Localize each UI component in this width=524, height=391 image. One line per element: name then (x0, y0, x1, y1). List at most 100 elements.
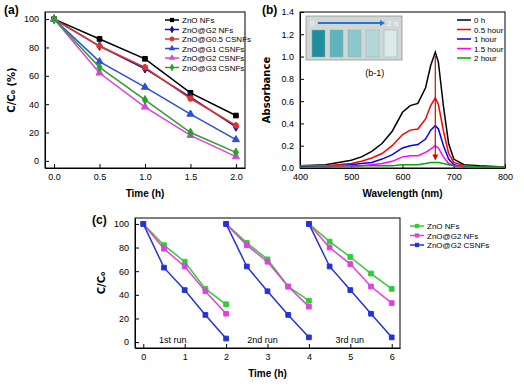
legend-swatch (457, 29, 471, 31)
series-marker (188, 93, 193, 102)
annotation: 1st run (159, 335, 187, 345)
y-axis-line (135, 219, 136, 349)
y-tick-mark (300, 123, 304, 124)
series-marker (203, 289, 208, 294)
series-line (300, 162, 505, 166)
y-tick-mark (45, 133, 49, 134)
series-marker (182, 264, 187, 269)
x-tick-mark (226, 344, 227, 348)
series-marker (369, 271, 374, 276)
series-marker (162, 246, 167, 251)
series-marker (265, 259, 270, 264)
x-tick-label: 1.0 (139, 172, 152, 182)
y-tick: 0.8 (281, 74, 304, 84)
y-tick-mark (300, 146, 304, 147)
y-tick-label: 60 (29, 71, 39, 81)
series-marker (142, 96, 147, 105)
series-marker (142, 64, 147, 73)
legend-marker (170, 37, 175, 42)
series-marker (224, 302, 229, 307)
y-tick-label: 100 (24, 14, 39, 24)
plot-frame (300, 12, 505, 168)
series-marker (141, 83, 148, 89)
series-marker (224, 336, 229, 341)
legend-marker (169, 45, 175, 51)
legend-marker (415, 233, 419, 237)
x-tick-label: 0 (141, 352, 146, 362)
inset-vial (348, 30, 361, 57)
x-tick: 1 (183, 344, 188, 362)
legend-marker (415, 224, 419, 228)
y-tick-mark (300, 12, 304, 13)
y-tick-mark (45, 19, 49, 20)
y-tick-mark (135, 318, 139, 319)
y-tick-label: 0 (124, 337, 129, 347)
series-line (300, 126, 505, 168)
y-axis-title: Absorbance (261, 57, 272, 124)
y-tick-label: 0.4 (281, 119, 294, 129)
y-tick-label: 1.0 (281, 52, 294, 62)
plot-area (300, 52, 505, 168)
inset-arrow-head (380, 20, 385, 26)
y-axis: 020406080100 (24, 13, 49, 169)
legend-label: ZnO@G2 NFs (182, 26, 233, 35)
series-marker (182, 259, 187, 264)
y-axis-title: C/C₀ (%) (6, 67, 17, 112)
legend-marker (415, 243, 419, 247)
series-marker (97, 43, 102, 48)
x-tick-mark (392, 344, 393, 348)
legend-marker (169, 54, 175, 60)
legend: 0 h0.5 hour1 hour1.5 hour2 hour (457, 16, 504, 63)
y-tick-label: 0.2 (281, 141, 294, 151)
y-tick-mark (135, 295, 139, 296)
y-tick-mark (300, 101, 304, 102)
legend: ZnO NFsZnO@G2 NFsZnO@G0.5 CSNFsZnO@G1 CS… (165, 16, 251, 73)
x-tick-mark (190, 164, 191, 168)
series-marker (307, 222, 312, 227)
y-tick-mark (45, 76, 49, 77)
series-marker (233, 123, 238, 132)
series-marker (369, 311, 374, 316)
legend-label: ZnO@G1 CSNFs (182, 45, 244, 54)
legend-label: ZnO@G2 CSNFs (427, 241, 489, 250)
annotation: 2 h (387, 19, 398, 28)
x-tick-label: 400 (293, 172, 308, 182)
series-marker (369, 284, 374, 289)
plot-area (141, 222, 394, 341)
series-marker (188, 96, 193, 101)
legend-swatch (457, 48, 471, 50)
series-marker (233, 123, 238, 128)
y-tick: 40 (119, 290, 139, 300)
annotation: 0 (310, 19, 315, 28)
series-line (143, 224, 391, 304)
inset (306, 16, 402, 60)
series-marker (327, 245, 332, 250)
y-tick-mark (300, 57, 304, 58)
x-tick: 6 (390, 344, 395, 362)
series-marker (141, 222, 146, 227)
y-axis: 020406080100 (114, 219, 139, 349)
y-tick: 0.0 (281, 163, 304, 173)
x-tick-mark (143, 344, 144, 348)
y-tick-label: 40 (119, 290, 129, 300)
y-tick-label: 60 (119, 267, 129, 277)
legend-label: 1.5 hour (474, 45, 504, 54)
y-tick-mark (135, 342, 139, 343)
x-axis-line (301, 168, 506, 169)
x-tick: 0.0 (48, 164, 61, 182)
x-tick: 0.5 (94, 164, 107, 182)
legend-marker (170, 26, 175, 34)
figure: 0.00.51.01.52.0020406080100Time (h)C/C₀ … (0, 0, 524, 391)
x-tick-mark (236, 164, 237, 168)
series-marker (142, 65, 147, 70)
legend-label: 0 h (474, 16, 485, 25)
y-tick-label: 40 (29, 100, 39, 110)
y-tick-label: 0.0 (281, 163, 294, 173)
x-axis-line (46, 168, 246, 169)
legend-label: ZnO@G3 CSNFs (182, 64, 244, 73)
series-marker (97, 42, 102, 51)
series-marker (389, 301, 394, 306)
inset-vial (384, 30, 397, 57)
series-marker (162, 265, 167, 270)
legend-label: 1 hour (474, 35, 497, 44)
